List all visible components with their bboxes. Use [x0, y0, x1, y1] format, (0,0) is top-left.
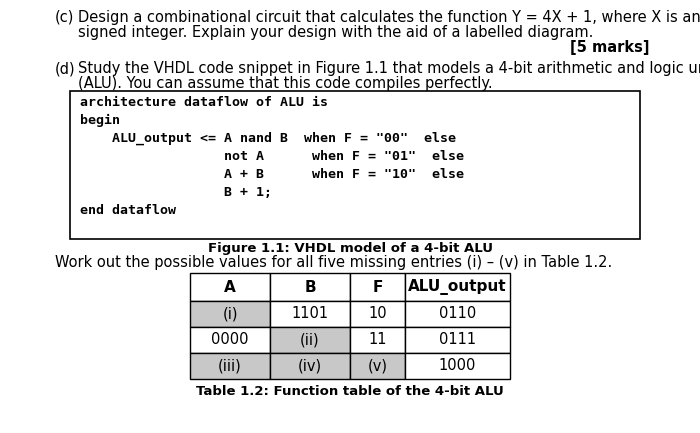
Bar — [190, 301, 270, 327]
Text: signed integer. Explain your design with the aid of a labelled diagram.: signed integer. Explain your design with… — [78, 25, 594, 40]
Text: Figure 1.1: VHDL model of a 4-bit ALU: Figure 1.1: VHDL model of a 4-bit ALU — [207, 242, 493, 255]
Bar — [405, 301, 510, 327]
Text: (ii): (ii) — [300, 333, 320, 348]
Text: Table 1.2: Function table of the 4-bit ALU: Table 1.2: Function table of the 4-bit A… — [196, 385, 504, 398]
Bar — [405, 273, 510, 301]
Text: (iii): (iii) — [218, 359, 242, 374]
Text: (v): (v) — [368, 359, 388, 374]
Text: A + B      when F = "10"  else: A + B when F = "10" else — [80, 168, 464, 181]
Text: F: F — [372, 279, 383, 294]
Bar — [270, 273, 350, 301]
Text: B + 1;: B + 1; — [80, 186, 272, 199]
Text: 1101: 1101 — [291, 307, 328, 321]
Bar — [405, 353, 510, 379]
Text: end dataflow: end dataflow — [80, 204, 176, 217]
Text: (iv): (iv) — [298, 359, 322, 374]
Bar — [190, 327, 270, 353]
Text: B: B — [304, 279, 316, 294]
Bar — [270, 301, 350, 327]
Text: architecture dataflow of ALU is: architecture dataflow of ALU is — [80, 96, 328, 109]
Bar — [350, 273, 405, 301]
Bar — [190, 353, 270, 379]
Text: Work out the possible values for all five missing entries (i) – (v) in Table 1.2: Work out the possible values for all fiv… — [55, 255, 612, 270]
Text: 10: 10 — [368, 307, 387, 321]
Text: 0110: 0110 — [439, 307, 476, 321]
Bar — [350, 301, 405, 327]
Text: 11: 11 — [368, 333, 386, 348]
Text: Design a combinational circuit that calculates the function Y = 4X + 1, where X : Design a combinational circuit that calc… — [78, 10, 700, 25]
Text: (ALU). You can assume that this code compiles perfectly.: (ALU). You can assume that this code com… — [78, 76, 493, 91]
Text: (i): (i) — [223, 307, 238, 321]
Text: ALU_output <= A nand B  when F = "00"  else: ALU_output <= A nand B when F = "00" els… — [80, 132, 456, 145]
Text: [5 marks]: [5 marks] — [570, 40, 650, 55]
Text: (d): (d) — [55, 61, 76, 76]
Bar — [190, 273, 270, 301]
Text: Study the VHDL code snippet in Figure 1.1 that models a 4-bit arithmetic and log: Study the VHDL code snippet in Figure 1.… — [78, 61, 700, 76]
Bar — [270, 327, 350, 353]
Text: 0000: 0000 — [211, 333, 248, 348]
Text: (c): (c) — [55, 10, 74, 25]
Bar — [350, 327, 405, 353]
Text: 1000: 1000 — [439, 359, 476, 374]
Text: 0111: 0111 — [439, 333, 476, 348]
Bar — [270, 353, 350, 379]
Text: A: A — [224, 279, 236, 294]
Bar — [70, 91, 640, 239]
Bar — [350, 353, 405, 379]
Text: not A      when F = "01"  else: not A when F = "01" else — [80, 150, 464, 163]
Text: ALU_output: ALU_output — [408, 279, 507, 295]
Text: begin: begin — [80, 114, 120, 127]
Bar — [405, 327, 510, 353]
